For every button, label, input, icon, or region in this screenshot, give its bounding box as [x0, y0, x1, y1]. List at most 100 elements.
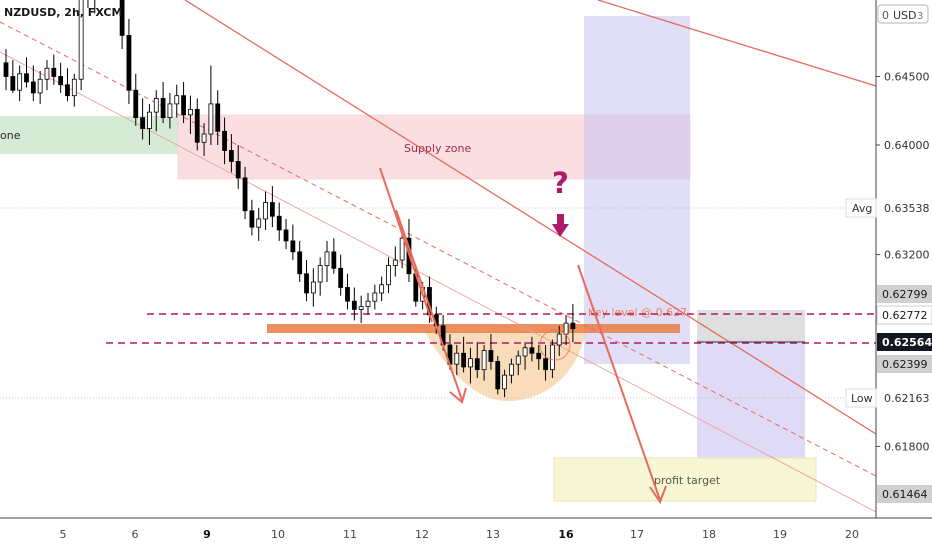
avg-tag-label-box [845, 198, 877, 218]
price-tick-label: 0.63200 [884, 249, 930, 262]
candle-body[interactable] [474, 358, 480, 371]
candle-body[interactable] [399, 237, 405, 261]
candle-body[interactable] [345, 287, 350, 302]
candle-body[interactable] [44, 67, 50, 80]
candle-body[interactable] [215, 103, 221, 132]
candle-body[interactable] [481, 350, 487, 371]
time-axis-label: 10 [271, 528, 285, 541]
candle-body[interactable] [174, 95, 180, 105]
lower-trend-line[interactable] [0, 51, 877, 513]
low-tag-label: Low [851, 392, 873, 405]
price-tick-label: 0.64000 [884, 139, 930, 152]
candle-body[interactable] [461, 352, 467, 368]
avg-tag-label: Avg [852, 202, 872, 215]
candle-body[interactable] [495, 361, 501, 390]
candle-body[interactable] [17, 73, 23, 91]
candle-body[interactable] [140, 117, 146, 129]
candle-body[interactable] [556, 333, 562, 346]
candle-body[interactable] [297, 251, 303, 275]
forecast-arrow[interactable] [577, 264, 661, 501]
left-zone-label: one [0, 129, 21, 142]
key-level-bar[interactable] [267, 324, 680, 333]
candle-body[interactable] [147, 111, 152, 129]
candle-body[interactable] [379, 284, 385, 294]
candle-body[interactable] [37, 78, 43, 94]
candle-body[interactable] [454, 352, 460, 365]
currency-button[interactable] [877, 4, 929, 24]
candle-body[interactable] [208, 103, 214, 135]
candle-body[interactable] [358, 306, 364, 310]
candle-body[interactable] [550, 344, 555, 371]
key-level-label: Key level @ 0.627 [588, 306, 687, 319]
candle-body[interactable] [290, 240, 296, 253]
candle-body[interactable] [10, 76, 16, 91]
time-axis-label: 5 [60, 528, 67, 541]
candle-body[interactable] [522, 347, 528, 357]
candle-body[interactable] [58, 76, 64, 86]
candle-body[interactable] [283, 229, 289, 242]
candle-body[interactable] [310, 281, 316, 294]
candle-body[interactable] [263, 202, 268, 220]
candle-body[interactable] [167, 103, 173, 119]
candle-body[interactable] [304, 273, 309, 294]
breakout-circle[interactable] [539, 329, 571, 361]
candle-body[interactable] [133, 89, 139, 118]
top-right-trend-line[interactable] [597, 0, 877, 87]
candle-body[interactable] [188, 108, 193, 116]
candle-body[interactable] [351, 300, 357, 310]
price-badge-box [877, 485, 932, 503]
candle-body[interactable] [269, 202, 275, 217]
candle-body[interactable] [468, 358, 473, 368]
candle-body[interactable] [65, 84, 70, 97]
candle-body[interactable] [119, 0, 125, 36]
consolidation-box[interactable] [697, 310, 805, 342]
time-axis-label: 13 [486, 528, 500, 541]
upper-trend-line[interactable] [184, 0, 877, 435]
candle-body[interactable] [228, 150, 234, 162]
candle-body[interactable] [543, 358, 548, 371]
candle-body[interactable] [515, 355, 521, 365]
profit-target-box[interactable] [553, 457, 817, 502]
candle-body[interactable] [536, 352, 542, 360]
price-badge-value: 0.62399 [882, 358, 928, 371]
candle-body[interactable] [502, 374, 507, 390]
symbol-label: NZDUSD, 2h, FXCM [4, 6, 122, 19]
candle-body[interactable] [386, 265, 391, 286]
candle-body[interactable] [24, 73, 29, 83]
candle-body[interactable] [201, 133, 207, 143]
candle-body[interactable] [509, 363, 514, 376]
candle-body[interactable] [563, 322, 569, 335]
middle-dashed-trend-line[interactable] [0, 21, 877, 477]
candle-body[interactable] [160, 98, 166, 118]
candle-body[interactable] [235, 161, 241, 179]
candle-body[interactable] [276, 215, 282, 231]
time-axis-label: 6 [132, 528, 139, 541]
candle-body[interactable] [529, 347, 535, 354]
candle-body[interactable] [51, 67, 57, 77]
candle-body[interactable] [242, 177, 248, 212]
candle-body[interactable] [331, 251, 337, 269]
candle-body[interactable] [249, 210, 255, 228]
candle-body[interactable] [153, 98, 159, 113]
candle-body[interactable] [3, 62, 9, 77]
down-arrow-2[interactable] [395, 209, 463, 401]
candle-body[interactable] [488, 350, 494, 362]
candle-body[interactable] [222, 130, 227, 151]
down-arrow-1[interactable] [379, 167, 433, 323]
candle-body[interactable] [338, 267, 344, 288]
candle-body[interactable] [78, 0, 84, 80]
candle-body[interactable] [324, 251, 330, 266]
candle-body[interactable] [194, 108, 200, 143]
candle-body[interactable] [372, 292, 378, 302]
candle-body[interactable] [30, 81, 36, 94]
candle-body[interactable] [126, 35, 132, 91]
candle-body[interactable] [71, 78, 77, 97]
price-tick-label: 0.64500 [884, 71, 930, 84]
candle-body[interactable] [181, 95, 186, 116]
candle-body[interactable] [317, 265, 323, 283]
candle-body[interactable] [570, 322, 576, 329]
candle-body[interactable] [365, 300, 371, 308]
candle-body[interactable] [392, 259, 398, 266]
candle-body[interactable] [256, 218, 262, 228]
